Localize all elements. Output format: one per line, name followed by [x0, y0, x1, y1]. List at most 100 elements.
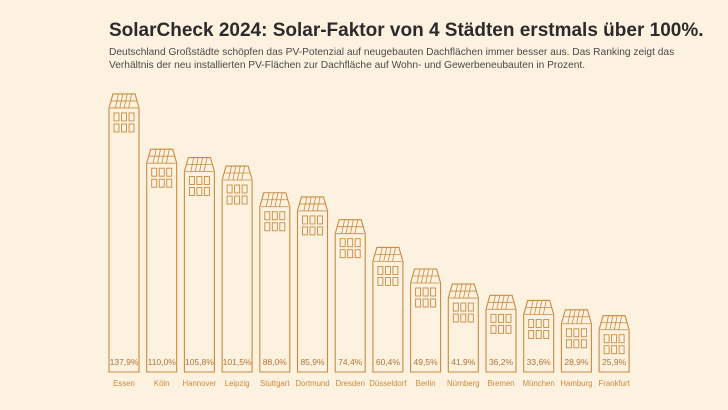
- solar-panel-divider: [165, 149, 170, 164]
- solar-panel-divider: [429, 268, 434, 284]
- window-icon: [166, 178, 173, 188]
- solar-panel-divider: [316, 196, 321, 212]
- building-bar-nürnberg: 41,9% Nürnberg: [447, 283, 480, 388]
- solar-panel-divider: [265, 192, 270, 207]
- building-bar-dresden: 74,4% Dresden: [334, 219, 366, 388]
- chart-subtitle: Deutschland Großstädte schöpfen das PV-P…: [109, 47, 675, 71]
- window-icon: [392, 276, 399, 286]
- solar-panel-lines: [411, 275, 440, 284]
- data-label: 25,9%: [602, 357, 627, 367]
- data-label: 137,9%: [110, 357, 139, 367]
- x-tick-label: Düsseldorf: [369, 379, 407, 388]
- building-outline: [523, 299, 555, 373]
- window-icon: [565, 339, 572, 349]
- window-icon: [392, 265, 399, 275]
- solar-panel-divider: [279, 192, 283, 207]
- window-icon: [309, 215, 316, 225]
- x-tick-label: Bremen: [487, 379, 514, 388]
- solar-panel-divider: [571, 309, 576, 324]
- window-icon: [603, 345, 610, 355]
- window-icon: [528, 319, 535, 328]
- solar-panel-lines: [600, 322, 629, 331]
- window-icon: [535, 319, 542, 328]
- x-tick-label: Frankfurt: [598, 379, 630, 388]
- window-icon: [354, 238, 361, 248]
- x-tick-label: Köln: [154, 379, 170, 388]
- x-tick-label: Essen: [113, 379, 135, 388]
- building-outline: [108, 93, 140, 373]
- window-icon: [151, 178, 158, 188]
- solar-panel-divider: [199, 157, 203, 172]
- window-icon: [377, 276, 384, 286]
- solar-panel-divider: [123, 93, 128, 109]
- solar-panel-divider: [312, 196, 317, 212]
- building-outline: [485, 294, 517, 373]
- building-outline: [447, 283, 479, 373]
- building-bar-hamburg: 28,9% Hamburg: [560, 309, 592, 388]
- solar-panel-divider: [152, 149, 157, 164]
- solar-panel-divider: [567, 309, 572, 324]
- window-icon: [384, 265, 391, 275]
- building-bar-dortmund: 85,9% Dortmund: [295, 196, 330, 388]
- window-icon: [505, 324, 512, 334]
- building-bar-berlin: 49,5% Berlin: [410, 268, 442, 388]
- window-icon: [196, 176, 203, 185]
- window-icon: [279, 222, 286, 232]
- solar-panel-divider: [463, 283, 467, 299]
- window-icon: [317, 215, 323, 225]
- solar-panel-divider: [534, 300, 538, 315]
- window-icon: [121, 123, 127, 133]
- window-icon: [158, 178, 165, 188]
- solar-panel-divider: [467, 283, 472, 299]
- building-outline: [334, 219, 366, 373]
- window-icon: [339, 238, 346, 248]
- solar-panel-divider: [236, 165, 241, 181]
- window-icon: [234, 195, 241, 205]
- solar-panel-lines: [562, 316, 591, 325]
- window-icon: [415, 298, 422, 308]
- window-icon: [573, 339, 580, 349]
- window-icon: [460, 302, 467, 312]
- window-icon: [241, 184, 248, 194]
- solar-panel-divider: [383, 247, 388, 262]
- solar-panel-divider: [421, 268, 425, 284]
- window-icon: [422, 298, 429, 308]
- solar-panel-lines: [524, 307, 553, 315]
- solar-panel-divider: [605, 315, 609, 330]
- solar-panel-divider: [241, 165, 246, 181]
- window-icon: [309, 226, 316, 236]
- window-icon: [580, 339, 587, 349]
- solar-panel-divider: [618, 315, 623, 330]
- solar-panel-divider: [203, 157, 208, 172]
- window-icon: [618, 345, 625, 355]
- window-icon: [611, 345, 618, 355]
- window-icon: [603, 334, 610, 344]
- solar-panel-divider: [505, 295, 509, 310]
- building-outline: [560, 309, 592, 373]
- solar-panel-divider: [161, 149, 166, 164]
- solar-panel-divider: [542, 300, 547, 315]
- window-icon: [354, 249, 361, 259]
- window-icon: [128, 112, 135, 122]
- window-icon: [226, 195, 233, 205]
- solar-panel-divider: [392, 247, 396, 262]
- solar-panel-lines: [223, 172, 252, 181]
- data-label: 60,4%: [376, 357, 401, 367]
- window-icon: [166, 167, 173, 177]
- solar-panel-divider: [458, 283, 463, 299]
- window-icon: [535, 330, 542, 339]
- window-icon: [188, 176, 195, 185]
- solar-panel-lines: [336, 226, 365, 235]
- window-icon: [422, 287, 429, 297]
- solar-panel-divider: [115, 93, 119, 109]
- window-icon: [302, 215, 308, 225]
- chart-title: SolarCheck 2024: Solar-Faktor von 4 Städ…: [109, 20, 704, 41]
- solar-panel-divider: [613, 315, 618, 330]
- solar-panel-divider: [500, 295, 505, 310]
- window-icon: [188, 187, 195, 196]
- window-icon: [339, 249, 346, 259]
- window-icon: [452, 313, 459, 323]
- solar-panel-divider: [387, 247, 392, 262]
- building-bar-stuttgart: 88,0% Stuttgart: [259, 192, 290, 388]
